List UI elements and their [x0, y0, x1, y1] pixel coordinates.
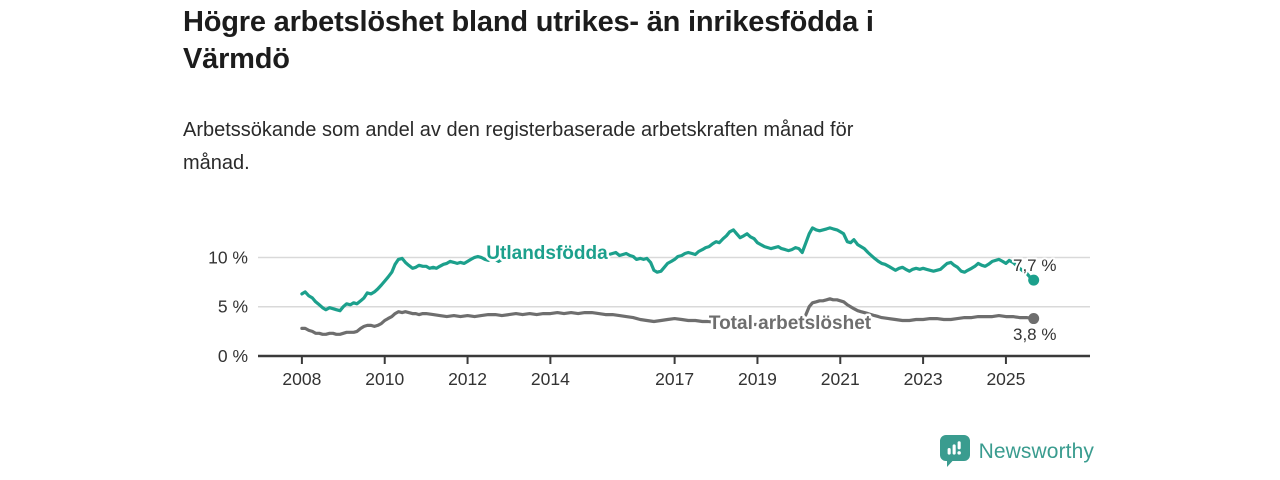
page-title-line2: Värmdö [183, 43, 290, 75]
chart-subtitle: Arbetssökande som andel av den registerb… [183, 114, 1063, 180]
svg-text:10 %: 10 % [208, 247, 248, 267]
series-lines [300, 226, 1036, 336]
gridlines [258, 256, 1090, 308]
svg-text:2008: 2008 [282, 369, 321, 389]
chart-subtitle-line2: månad. [183, 152, 250, 174]
series-end-dots [1028, 274, 1040, 325]
x-axis [258, 354, 1090, 364]
end-value-label-utlandsfodda: 7,7 % [1013, 256, 1056, 275]
chart-subtitle-line1: Arbetssökande som andel av den registerb… [183, 119, 854, 141]
series-label-utlandsfodda: Utlandsfödda [486, 243, 608, 264]
page-title-line1: Högre arbetslöshet bland utrikes- än inr… [183, 6, 874, 38]
svg-text:2025: 2025 [986, 369, 1025, 389]
svg-text:2014: 2014 [531, 369, 570, 389]
x-axis-labels: 2008 2010 2012 2014 2017 2019 2021 2023 2025 [282, 369, 1025, 389]
y-axis-labels: 0 % 5 % 10 % [208, 247, 248, 366]
svg-text:2019: 2019 [738, 369, 777, 389]
end-value-label-total: 3,8 % [1013, 325, 1056, 344]
svg-text:2012: 2012 [448, 369, 487, 389]
svg-text:2023: 2023 [904, 369, 943, 389]
svg-text:2010: 2010 [365, 369, 404, 389]
newsworthy-logo-icon [939, 435, 970, 467]
brand-footer: Newsworthy [939, 435, 1094, 468]
series-label-total-arbetsloshet: Total arbetslöshet [709, 313, 872, 334]
svg-text:0 %: 0 % [218, 346, 248, 366]
brand-name: Newsworthy [978, 439, 1094, 463]
page-title: Högre arbetslöshet bland utrikes- än inr… [183, 4, 1063, 78]
svg-text:2021: 2021 [821, 369, 860, 389]
svg-text:2017: 2017 [655, 369, 694, 389]
svg-text:5 %: 5 % [218, 297, 248, 317]
